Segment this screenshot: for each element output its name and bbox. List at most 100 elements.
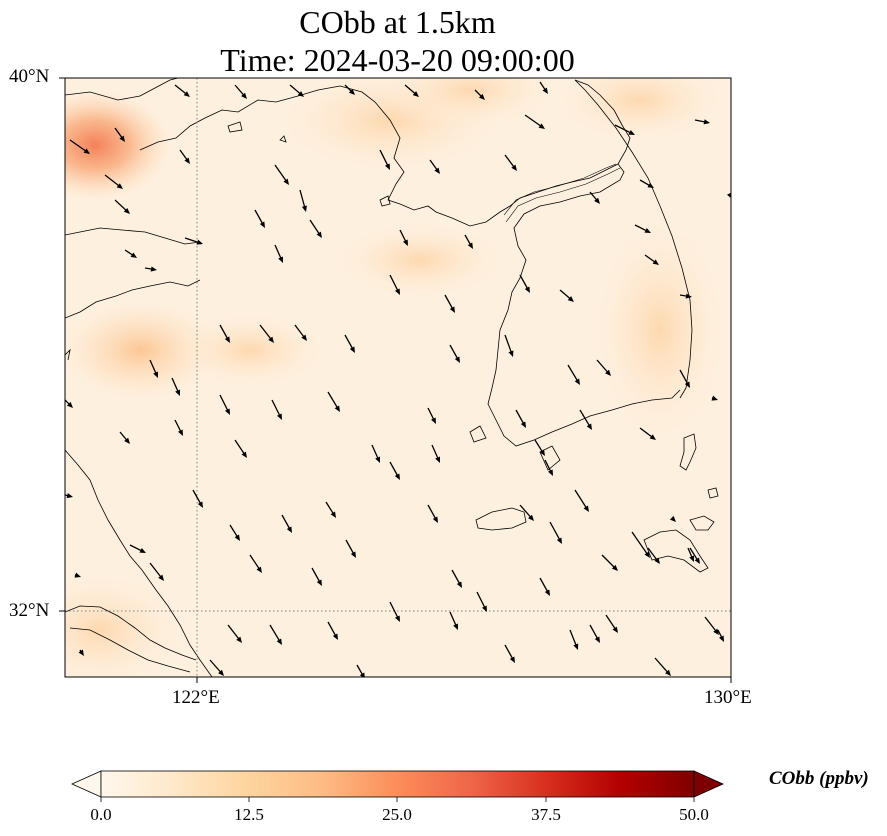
axis-ticks <box>59 77 732 683</box>
wind-arrow-head <box>394 288 400 295</box>
wind-arrow-head <box>718 635 724 642</box>
colorbar-extend-min <box>71 770 102 798</box>
wind-arrow <box>579 409 592 428</box>
wind-arrow-head <box>453 623 458 630</box>
wind-arrow <box>614 124 633 135</box>
colorbar-extend-max <box>693 770 724 798</box>
wind-arrow-head <box>278 256 283 263</box>
wind-arrow-head <box>605 369 611 376</box>
wind-arrow-head <box>236 636 242 643</box>
wind-arrow-head <box>611 564 618 571</box>
wind-arrow-head <box>177 429 183 436</box>
wind-arrow-head <box>153 371 158 378</box>
wind-arrow-head <box>83 148 90 154</box>
wind-arrow <box>476 591 487 610</box>
wind-arrow <box>149 562 163 580</box>
wind-arrow <box>219 394 230 413</box>
wind-arrow-head <box>509 656 515 663</box>
wind-arrow-head <box>430 417 436 424</box>
wind-arrow-head <box>628 129 635 135</box>
wind-arrow-head <box>544 589 550 596</box>
lon-label-122e: 122°E <box>172 687 220 708</box>
wind-arrow-head <box>586 423 592 430</box>
wind-arrow <box>601 554 617 570</box>
colorbar-tick-label: 25.0 <box>382 805 412 824</box>
wind-arrow-head <box>330 511 336 518</box>
wind-arrow-head <box>183 91 190 97</box>
wind-arrow <box>309 219 321 236</box>
colorbar-tick-label: 12.5 <box>234 805 264 824</box>
wind-arrow-head <box>184 157 190 164</box>
wind-arrow-head <box>241 92 247 99</box>
wind-arrow <box>631 531 649 556</box>
wind-arrow <box>389 274 400 293</box>
wind-arrow <box>259 324 273 342</box>
gridlines <box>65 78 731 677</box>
wind-arrow-head <box>394 473 400 480</box>
wind-arrow-head <box>478 93 485 100</box>
wind-arrow-head <box>359 672 365 677</box>
wind-arrow-head <box>556 537 562 544</box>
wind-arrow-head <box>456 581 462 588</box>
wind-arrow-head <box>547 469 553 476</box>
wind-arrow <box>274 164 288 183</box>
colorbar-tick-label: 0.0 <box>90 805 112 824</box>
wind-arrow-head <box>297 91 304 97</box>
wind-arrow-head <box>449 306 455 313</box>
colorbar <box>71 770 724 802</box>
wind-arrow-head <box>124 437 130 444</box>
wind-arrow-head <box>130 252 137 258</box>
wind-arrow-head <box>726 192 731 199</box>
wind-arrow-head <box>511 164 517 171</box>
wind-arrow-head <box>538 123 545 129</box>
wind-arrow-head <box>649 434 656 440</box>
wind-arrow-head <box>283 178 289 185</box>
wind-arrow-head <box>116 183 123 189</box>
wind-arrow-head <box>349 346 355 353</box>
wind-arrow-head <box>454 356 460 363</box>
wind-arrow-head <box>316 579 322 586</box>
wind-arrow-head <box>567 296 574 302</box>
wind-vectors <box>65 81 731 677</box>
wind-arrow <box>234 439 246 456</box>
wind-arrow-head <box>520 421 526 428</box>
lat-label-32n: 32°N <box>9 600 50 621</box>
wind-arrow-head <box>684 381 690 388</box>
wind-arrow-head <box>685 293 692 299</box>
wind-arrow-head <box>689 555 695 562</box>
wind-arrow-head <box>574 378 580 385</box>
wind-arrow <box>379 149 390 168</box>
wind-arrow <box>654 657 670 675</box>
colorbar-tick-label: 37.5 <box>531 805 561 824</box>
wind-arrow-head <box>224 336 230 343</box>
wind-arrow-head <box>432 516 438 523</box>
wind-arrow-head <box>268 336 274 343</box>
wind-arrow-head <box>481 605 487 612</box>
colorbar-gradient <box>101 771 694 797</box>
wind-arrow-head <box>123 208 130 214</box>
wind-arrow-head <box>647 182 654 188</box>
wind-arrow <box>389 601 400 620</box>
wind-arrow-head <box>197 501 203 508</box>
coastlines <box>65 78 719 677</box>
wind-arrow-head <box>139 547 146 553</box>
wind-arrow-head <box>644 551 650 558</box>
wind-arrow-head <box>276 638 282 645</box>
wind-arrow-head <box>241 451 247 458</box>
wind-arrow-head <box>652 259 659 265</box>
wind-arrow-head <box>78 649 84 656</box>
wind-arrow-head <box>375 456 380 463</box>
wind-arrow <box>605 614 617 631</box>
wind-arrow-head <box>119 135 125 142</box>
wind-arrow-head <box>669 515 676 522</box>
map-frame <box>64 77 732 678</box>
wind-arrow-head <box>276 413 282 420</box>
wind-arrow-head <box>594 197 600 204</box>
wind-arrow-head <box>665 669 671 676</box>
wind-arrow-head <box>218 669 224 676</box>
wind-arrow-head <box>573 643 579 650</box>
wind-arrow-head <box>348 88 355 95</box>
wind-arrow <box>519 504 533 520</box>
wind-arrow-head <box>508 350 514 357</box>
